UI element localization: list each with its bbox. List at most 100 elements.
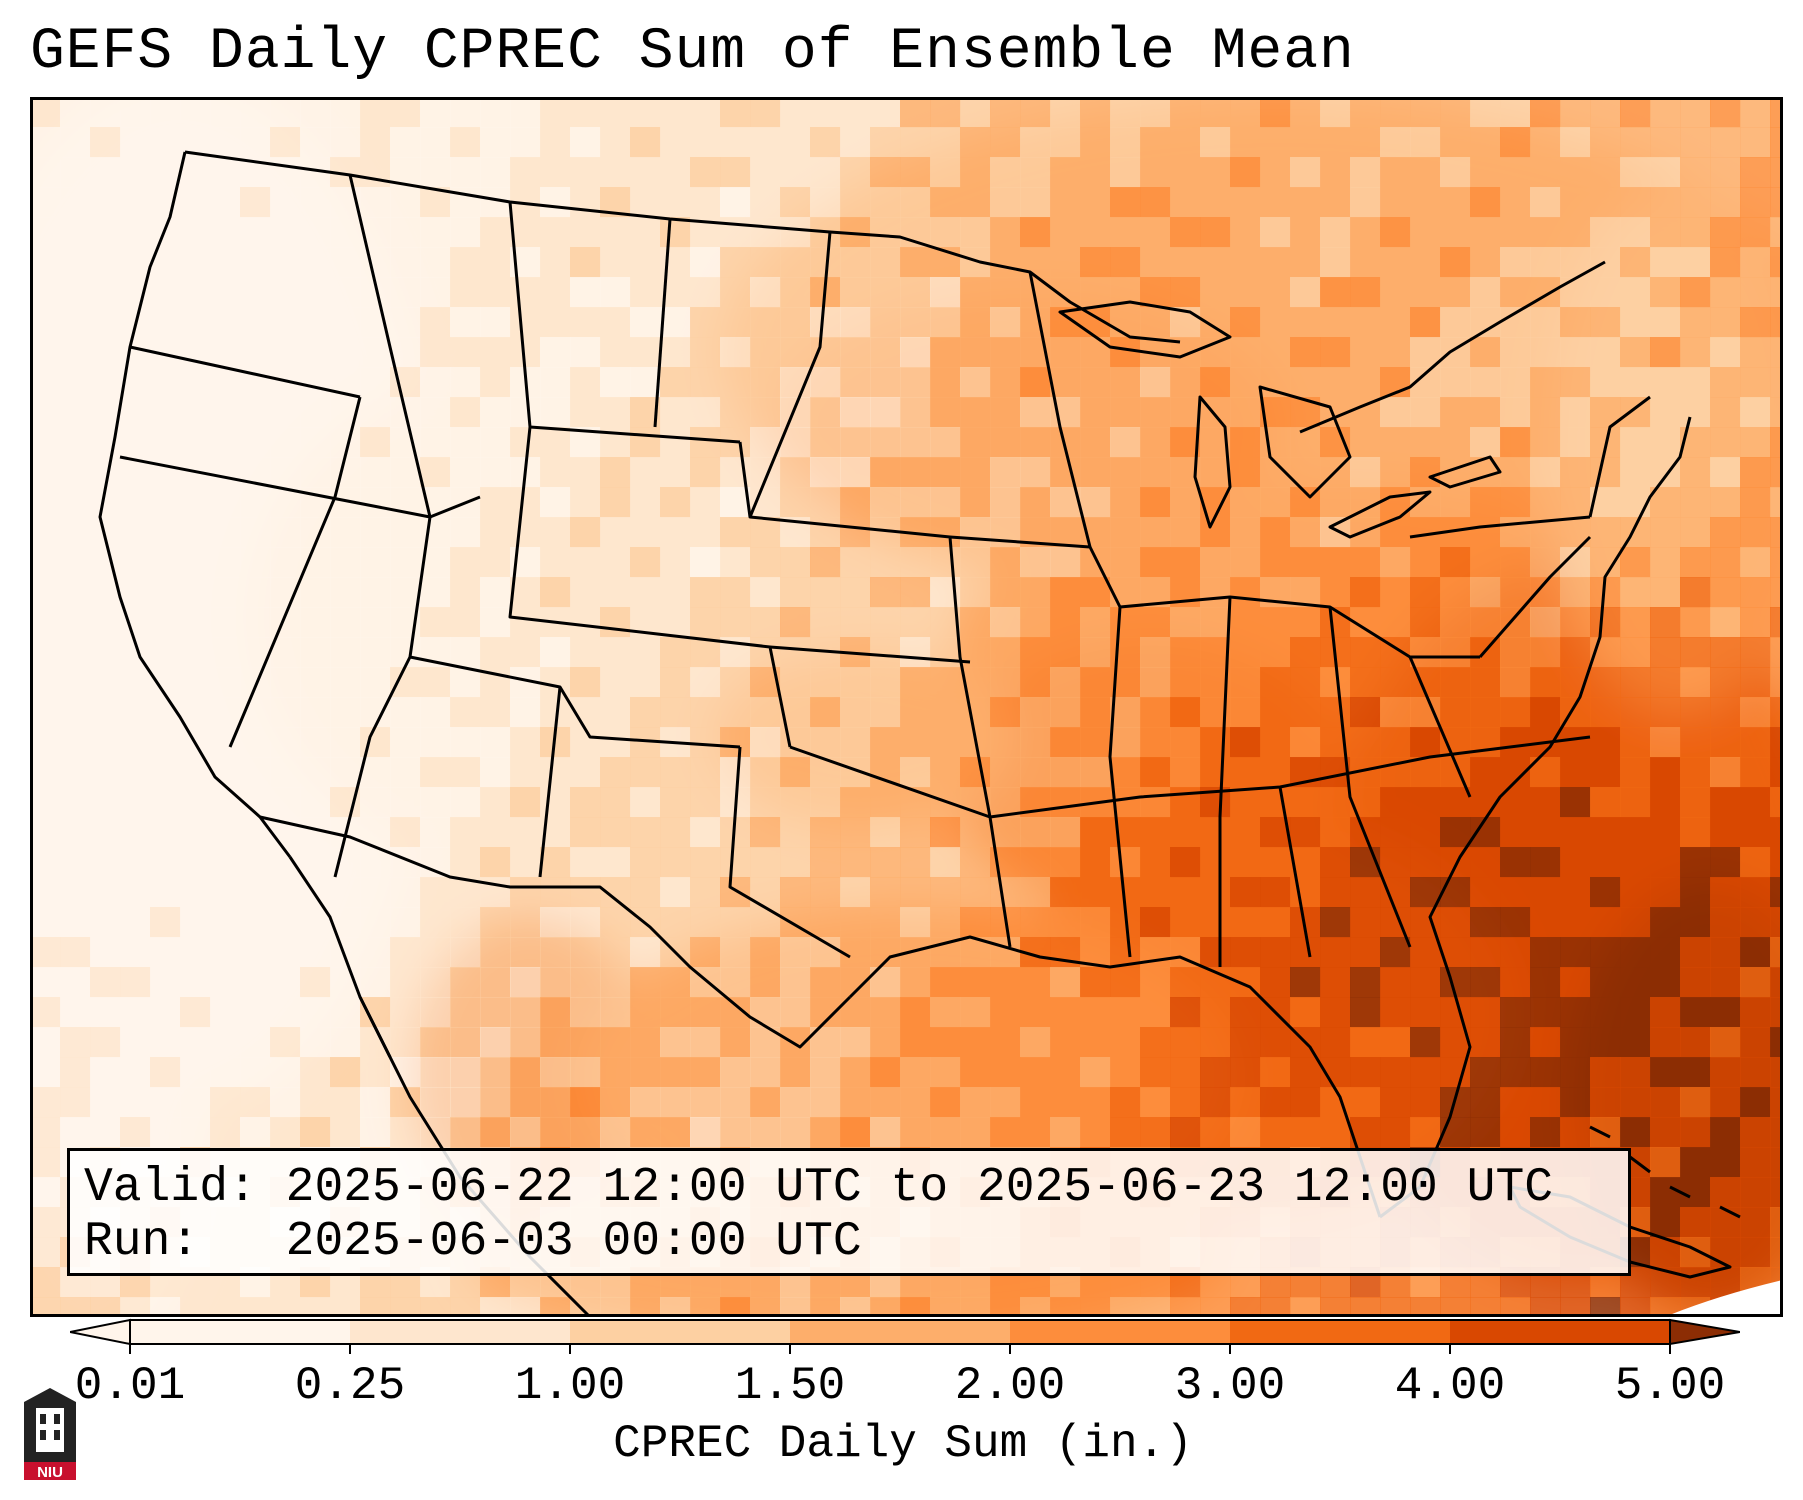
precip-cell bbox=[1440, 997, 1471, 1028]
precip-cell bbox=[180, 637, 211, 668]
precip-cell bbox=[390, 187, 421, 218]
precip-cell bbox=[1650, 277, 1681, 308]
precip-cell bbox=[960, 307, 991, 338]
precip-cell bbox=[1230, 1297, 1261, 1317]
precip-cell bbox=[540, 637, 571, 668]
precip-cell bbox=[1650, 1177, 1681, 1208]
precip-cell bbox=[990, 997, 1021, 1028]
precip-cell bbox=[690, 757, 721, 788]
precip-cell bbox=[1470, 547, 1501, 578]
precip-cell bbox=[1710, 517, 1741, 548]
precip-cell bbox=[480, 937, 511, 968]
precip-cell bbox=[600, 577, 631, 608]
precip-cell bbox=[720, 397, 751, 428]
precip-cell bbox=[420, 157, 451, 188]
precip-cell bbox=[1560, 907, 1591, 938]
precip-cell bbox=[360, 637, 391, 668]
precip-cell bbox=[540, 1087, 571, 1118]
precip-cell bbox=[240, 487, 271, 518]
precip-cell bbox=[180, 397, 211, 428]
precip-cell bbox=[600, 367, 631, 398]
precip-cell bbox=[810, 817, 841, 848]
precip-cell bbox=[600, 967, 631, 998]
precip-cell bbox=[1200, 457, 1231, 488]
precip-cell bbox=[1680, 457, 1711, 488]
precip-cell bbox=[1260, 337, 1291, 368]
precip-cell bbox=[1380, 397, 1411, 428]
precip-cell bbox=[450, 1057, 481, 1088]
precip-cell bbox=[660, 967, 691, 998]
precip-cell bbox=[1080, 277, 1111, 308]
precip-cell bbox=[570, 307, 601, 338]
precip-cell bbox=[1680, 817, 1711, 848]
precip-cell bbox=[510, 1057, 541, 1088]
precip-cell bbox=[960, 97, 991, 128]
precip-cell bbox=[90, 607, 121, 638]
precip-cell bbox=[240, 1297, 271, 1317]
precip-cell bbox=[1410, 1057, 1441, 1088]
precip-cell bbox=[990, 367, 1021, 398]
precip-cell bbox=[1470, 847, 1501, 878]
colorbar bbox=[70, 1318, 1740, 1354]
precip-cell bbox=[1680, 127, 1711, 158]
precip-cell bbox=[1740, 847, 1771, 878]
precip-cell bbox=[1680, 847, 1711, 878]
precip-cell bbox=[60, 247, 91, 278]
precip-cell bbox=[510, 787, 541, 818]
precip-cell bbox=[1350, 367, 1381, 398]
precip-cell bbox=[480, 727, 511, 758]
precip-cell bbox=[1020, 637, 1051, 668]
precip-cell bbox=[30, 757, 61, 788]
precip-cell bbox=[210, 817, 241, 848]
precip-cell bbox=[1620, 97, 1651, 128]
precip-cell bbox=[1620, 727, 1651, 758]
precip-cell bbox=[1560, 187, 1591, 218]
precip-cell bbox=[150, 367, 181, 398]
precip-cell bbox=[1440, 397, 1471, 428]
precip-cell bbox=[1650, 637, 1681, 668]
precip-cell bbox=[960, 607, 991, 638]
precip-cell bbox=[270, 517, 301, 548]
precip-cell bbox=[120, 847, 151, 878]
precip-cell bbox=[1230, 157, 1261, 188]
precip-cell bbox=[1500, 1297, 1531, 1317]
precip-cell bbox=[570, 187, 601, 218]
precip-cell bbox=[1530, 337, 1561, 368]
precip-cell bbox=[750, 967, 781, 998]
precip-cell bbox=[1770, 367, 1783, 398]
precip-cell bbox=[1680, 1237, 1711, 1268]
precip-cell bbox=[300, 997, 331, 1028]
precip-cell bbox=[540, 907, 571, 938]
precip-cell bbox=[1260, 1027, 1291, 1058]
precip-cell bbox=[1680, 187, 1711, 218]
precip-cell bbox=[1680, 727, 1711, 758]
precip-cell bbox=[990, 937, 1021, 968]
lake-superior bbox=[1058, 300, 1232, 359]
precip-cell bbox=[270, 937, 301, 968]
precip-cell bbox=[210, 787, 241, 818]
lake-huron bbox=[1258, 385, 1352, 499]
precip-cell bbox=[480, 817, 511, 848]
precip-cell bbox=[600, 397, 631, 428]
precip-cell bbox=[840, 427, 871, 458]
precip-cell bbox=[150, 787, 181, 818]
precip-cell bbox=[240, 937, 271, 968]
precip-cell bbox=[1770, 877, 1783, 908]
precip-cell bbox=[60, 547, 91, 578]
precip-cell bbox=[1140, 907, 1171, 938]
precip-cell bbox=[210, 847, 241, 878]
precip-cell bbox=[1530, 157, 1561, 188]
precip-cell bbox=[1050, 457, 1081, 488]
precip-cell bbox=[1440, 307, 1471, 338]
precip-cell bbox=[870, 907, 901, 938]
precip-cell bbox=[1020, 727, 1051, 758]
precip-cell bbox=[300, 127, 331, 158]
precip-cell bbox=[1320, 157, 1351, 188]
precip-cell bbox=[1650, 847, 1681, 878]
precip-cell bbox=[30, 457, 61, 488]
precip-cell bbox=[1020, 487, 1051, 518]
precip-cell bbox=[300, 1057, 331, 1088]
precip-cell bbox=[1170, 757, 1201, 788]
precip-cell bbox=[810, 157, 841, 188]
precip-cell bbox=[510, 157, 541, 188]
